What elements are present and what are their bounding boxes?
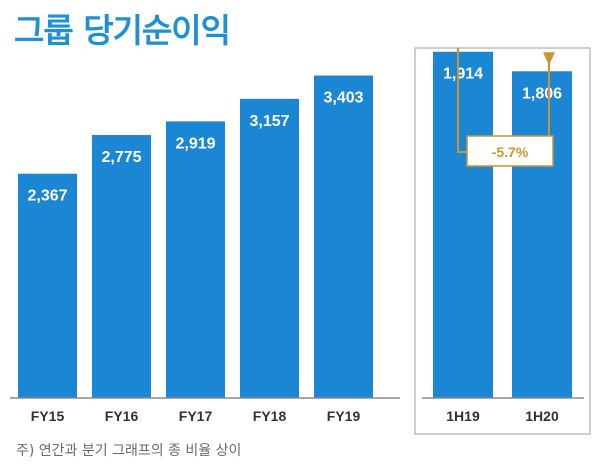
- half-year-frame: [414, 47, 591, 435]
- annual-bar-fy17: [166, 121, 225, 398]
- annual-bar-fy19: [314, 75, 373, 398]
- change-annotation-label: -5.7%: [492, 144, 529, 160]
- annual-tick-label-fy19: FY19: [327, 408, 361, 424]
- half-tick-label-1h19: 1H19: [446, 408, 480, 424]
- annual-tick-label-fy16: FY16: [105, 408, 139, 424]
- annual-value-label-fy16: 2,775: [101, 149, 141, 166]
- annual-value-label-fy19: 3,403: [323, 90, 363, 107]
- annual-bar-fy18: [240, 98, 299, 398]
- annual-bar-chart: 2,367 FY15 2,775 FY16 2,919 FY17 3,157 FY18 3,40…: [10, 75, 400, 424]
- annual-tick-label-fy18: FY18: [253, 408, 287, 424]
- annual-bar-fy15: [18, 173, 77, 398]
- half-value-label-1h19: 1,914: [443, 66, 483, 83]
- annual-value-label-fy18: 3,157: [249, 113, 289, 130]
- half-bar-1h20: [512, 71, 572, 398]
- page-title: 그룹 당기순이익: [14, 11, 231, 50]
- half-bar-1h19: [433, 51, 493, 399]
- down-arrow-icon: [543, 52, 555, 66]
- annual-tick-label-fy17: FY17: [179, 408, 213, 424]
- half-year-bar-chart: 1,914 1H19 1,806 1H20 -5.7%: [414, 47, 591, 435]
- half-tick-label-1h20: 1H20: [525, 408, 559, 424]
- annual-tick-label-fy15: FY15: [31, 408, 65, 424]
- change-annotation-box: [466, 135, 554, 167]
- annual-value-label-fy15: 2,367: [27, 188, 67, 205]
- footnote: 주) 연간과 분기 그래프의 종 비율 상이: [16, 443, 242, 459]
- annual-bar-fy16: [92, 135, 151, 399]
- half-value-label-1h20: 1,806: [522, 85, 562, 102]
- annual-value-label-fy17: 2,919: [175, 135, 215, 152]
